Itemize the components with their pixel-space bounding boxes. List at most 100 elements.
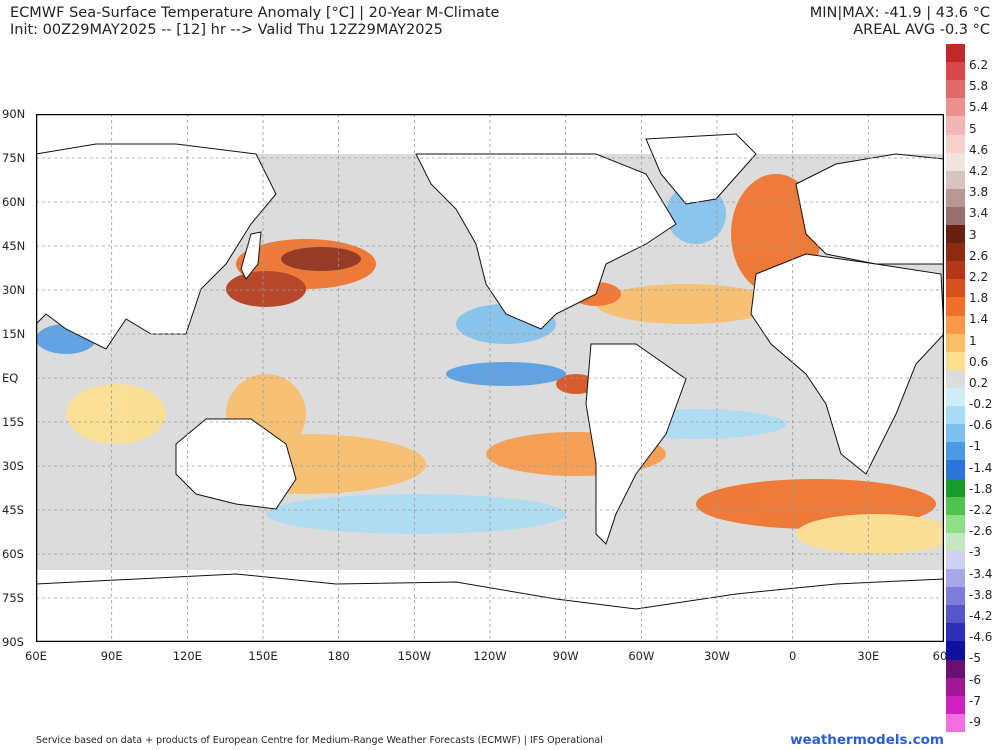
colorbar-tick-label: 3.8 — [969, 185, 989, 200]
latitude-label: 15N — [2, 327, 26, 341]
colorbar-swatch — [946, 243, 965, 262]
colorbar-tick-label: -4.6 — [969, 630, 993, 645]
colorbar-tick-label: 5 — [969, 121, 977, 136]
latitude-label: 90S — [2, 635, 24, 649]
colorbar-swatch — [946, 587, 965, 606]
longitude-label: 120W — [473, 649, 507, 663]
colorbar-swatch — [946, 297, 965, 317]
colorbar-swatch — [946, 442, 965, 461]
colorbar-swatch — [946, 496, 965, 516]
colorbar-tick-label: -9 — [969, 715, 981, 729]
colorbar-tick-label: -0.6 — [969, 418, 993, 433]
colorbar-swatch — [946, 514, 965, 534]
latitude-label: 90N — [2, 107, 26, 121]
map-border — [36, 114, 944, 642]
colorbar-swatch — [946, 623, 965, 642]
longitude-label: 60W — [628, 649, 655, 663]
colorbar-tick-label: 4.2 — [969, 163, 989, 178]
colorbar-tick-label: -2.6 — [969, 524, 993, 539]
longitude-label: 180 — [327, 649, 350, 663]
colorbar-swatch — [946, 116, 965, 135]
latitude-label: 45N — [2, 239, 26, 253]
colorbar-swatch — [946, 641, 965, 661]
colorbar-swatch — [946, 98, 965, 117]
colorbar-swatch — [946, 225, 965, 244]
longitude-label: 150W — [397, 649, 431, 663]
colorbar-tick-label: -7 — [969, 693, 981, 708]
map-canvas — [36, 114, 944, 642]
lat-lon-grid — [36, 114, 944, 642]
colorbar-swatch — [946, 351, 965, 371]
colorbar-swatch — [946, 315, 965, 335]
colorbar-swatch — [946, 152, 965, 172]
colorbar-tick-label: 2.6 — [969, 248, 989, 263]
colorbar-swatch — [946, 388, 965, 407]
colorbar-tick-label: -1 — [969, 439, 981, 454]
data-credit: Service based on data + products of Euro… — [36, 735, 603, 746]
colorbar-swatch — [946, 532, 965, 552]
colorbar-tick-label: 0.2 — [969, 375, 989, 390]
areal-average-readout: AREAL AVG -0.3 °C — [853, 22, 990, 38]
colorbar-swatch — [946, 406, 965, 425]
colorbar-swatch — [946, 460, 965, 479]
latitude-label: EQ — [2, 371, 19, 385]
colorbar-swatch — [946, 261, 965, 280]
colorbar-tick-label: -1.8 — [969, 481, 993, 496]
colorbar-tick-label: 1.8 — [969, 291, 989, 306]
brand-link[interactable]: weathermodels.com — [790, 732, 944, 748]
colorbar-swatch — [946, 333, 965, 353]
colorbar-swatch — [946, 134, 965, 154]
map-title: ECMWF Sea-Surface Temperature Anomaly [°… — [10, 5, 500, 21]
colorbar — [946, 44, 965, 733]
colorbar-tick-label: 6.2 — [969, 58, 989, 72]
colorbar-tick-label: -2.2 — [969, 503, 993, 518]
longitude-label: 0 — [788, 649, 797, 663]
colorbar-swatch — [946, 713, 965, 733]
colorbar-tick-label: -3 — [969, 545, 981, 560]
colorbar-swatch — [946, 550, 965, 570]
colorbar-tick-label: -1.4 — [969, 460, 993, 475]
colorbar-swatch — [946, 677, 965, 697]
longitude-label: 90W — [552, 649, 579, 663]
colorbar-tick-label: 1.4 — [969, 312, 989, 327]
longitude-label: 150E — [248, 649, 278, 663]
longitude-label: 60E — [25, 649, 47, 663]
colorbar-swatch — [946, 279, 965, 298]
colorbar-swatch — [946, 170, 965, 190]
colorbar-swatch — [946, 206, 965, 226]
colorbar-tick-label: 5.8 — [969, 79, 989, 94]
longitude-label: 120E — [172, 649, 202, 663]
latitude-label: 30S — [2, 459, 24, 473]
longitude-label: 60 — [932, 649, 948, 663]
colorbar-tick-label: -3.8 — [969, 587, 993, 602]
colorbar-swatch — [946, 569, 965, 588]
longitude-label: 30W — [703, 649, 731, 663]
colorbar-tick-label: -4.2 — [969, 609, 993, 624]
colorbar-tick-label: 4.6 — [969, 142, 989, 157]
latitude-label: 60S — [2, 547, 24, 561]
latitude-label: 45S — [2, 503, 24, 517]
sst-anomaly-map — [36, 114, 944, 642]
init-valid-time: Init: 00Z29MAY2025 -- [12] hr --> Valid … — [10, 22, 443, 38]
min-max-readout: MIN|MAX: -41.9 | 43.6 °C — [809, 5, 990, 21]
colorbar-tick-label: -0.2 — [969, 397, 993, 412]
colorbar-tick-label: 3 — [969, 227, 977, 242]
latitude-label: 75N — [2, 151, 26, 165]
latitude-label: 75S — [2, 591, 24, 605]
longitude-label: 90E — [100, 649, 123, 663]
colorbar-swatch — [946, 695, 965, 715]
colorbar-swatch — [946, 369, 965, 389]
latitude-label: 15S — [2, 415, 24, 429]
colorbar-swatch — [946, 424, 965, 443]
colorbar-tick-label: -6 — [969, 672, 981, 687]
colorbar-tick-label: -3.4 — [969, 566, 993, 581]
colorbar-swatch — [946, 80, 965, 99]
colorbar-swatch — [946, 44, 965, 63]
colorbar-swatch — [946, 605, 965, 624]
latitude-label: 60N — [2, 195, 26, 209]
colorbar-tick-label: 0.6 — [969, 354, 989, 369]
colorbar-swatch — [946, 478, 965, 498]
colorbar-swatch — [946, 62, 965, 81]
colorbar-tick-label: 2.2 — [969, 269, 989, 284]
colorbar-tick-label: 1 — [969, 333, 977, 348]
